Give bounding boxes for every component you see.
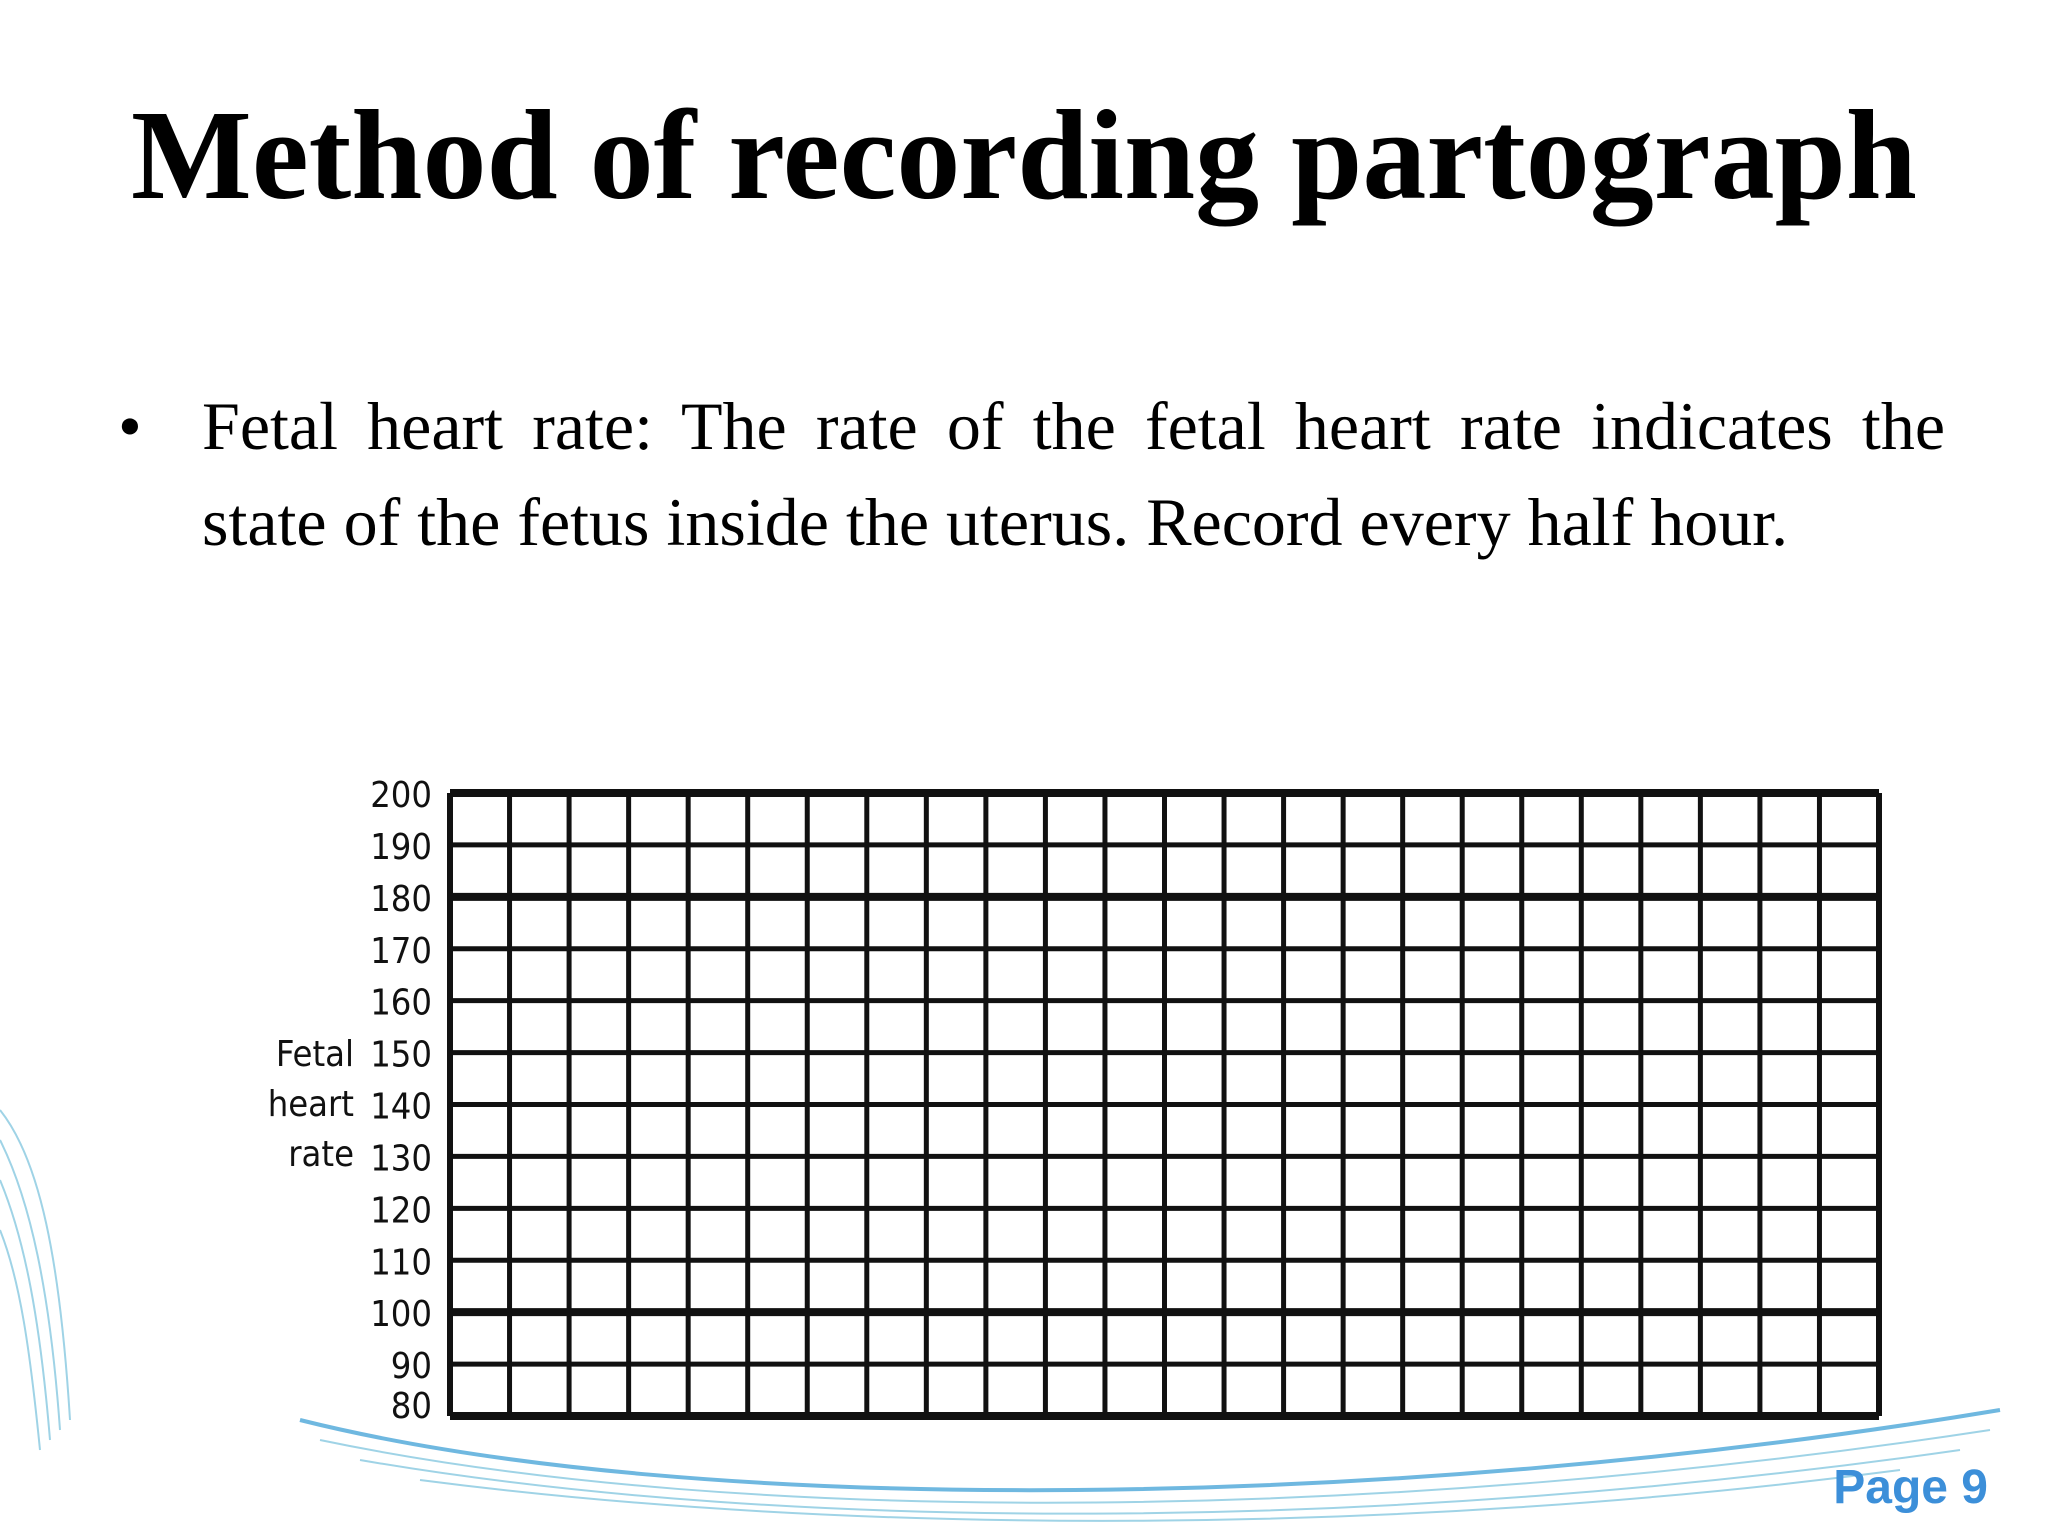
y-tick-label: 160: [370, 983, 432, 1024]
y-tick-label: 100: [370, 1294, 432, 1335]
page-number: Page 9: [1833, 1461, 1988, 1514]
axis-label: heart: [268, 1084, 354, 1125]
y-tick-label: 170: [370, 931, 432, 972]
y-tick-label: 120: [370, 1190, 432, 1231]
bullet-marker: •: [118, 388, 142, 464]
y-tick-label: 200: [370, 775, 432, 816]
y-tick-label: 190: [370, 827, 432, 868]
y-tick-label: 140: [370, 1087, 432, 1128]
bullet-text: Fetal heart rate: The rate of the fetal …: [202, 388, 1945, 560]
axis-label: rate: [288, 1134, 354, 1175]
y-tick-label: 150: [370, 1035, 432, 1076]
y-tick-label: 110: [370, 1242, 432, 1283]
y-tick-label: 180: [370, 879, 432, 920]
axis-label: Fetal: [276, 1034, 354, 1075]
y-tick-label: 130: [370, 1138, 432, 1179]
decor-waves: [0, 1109, 2001, 1522]
y-tick-label: 90: [391, 1346, 432, 1387]
y-tick-label: 80: [391, 1386, 432, 1427]
slide-title: Method of recording partograph: [131, 84, 1917, 226]
